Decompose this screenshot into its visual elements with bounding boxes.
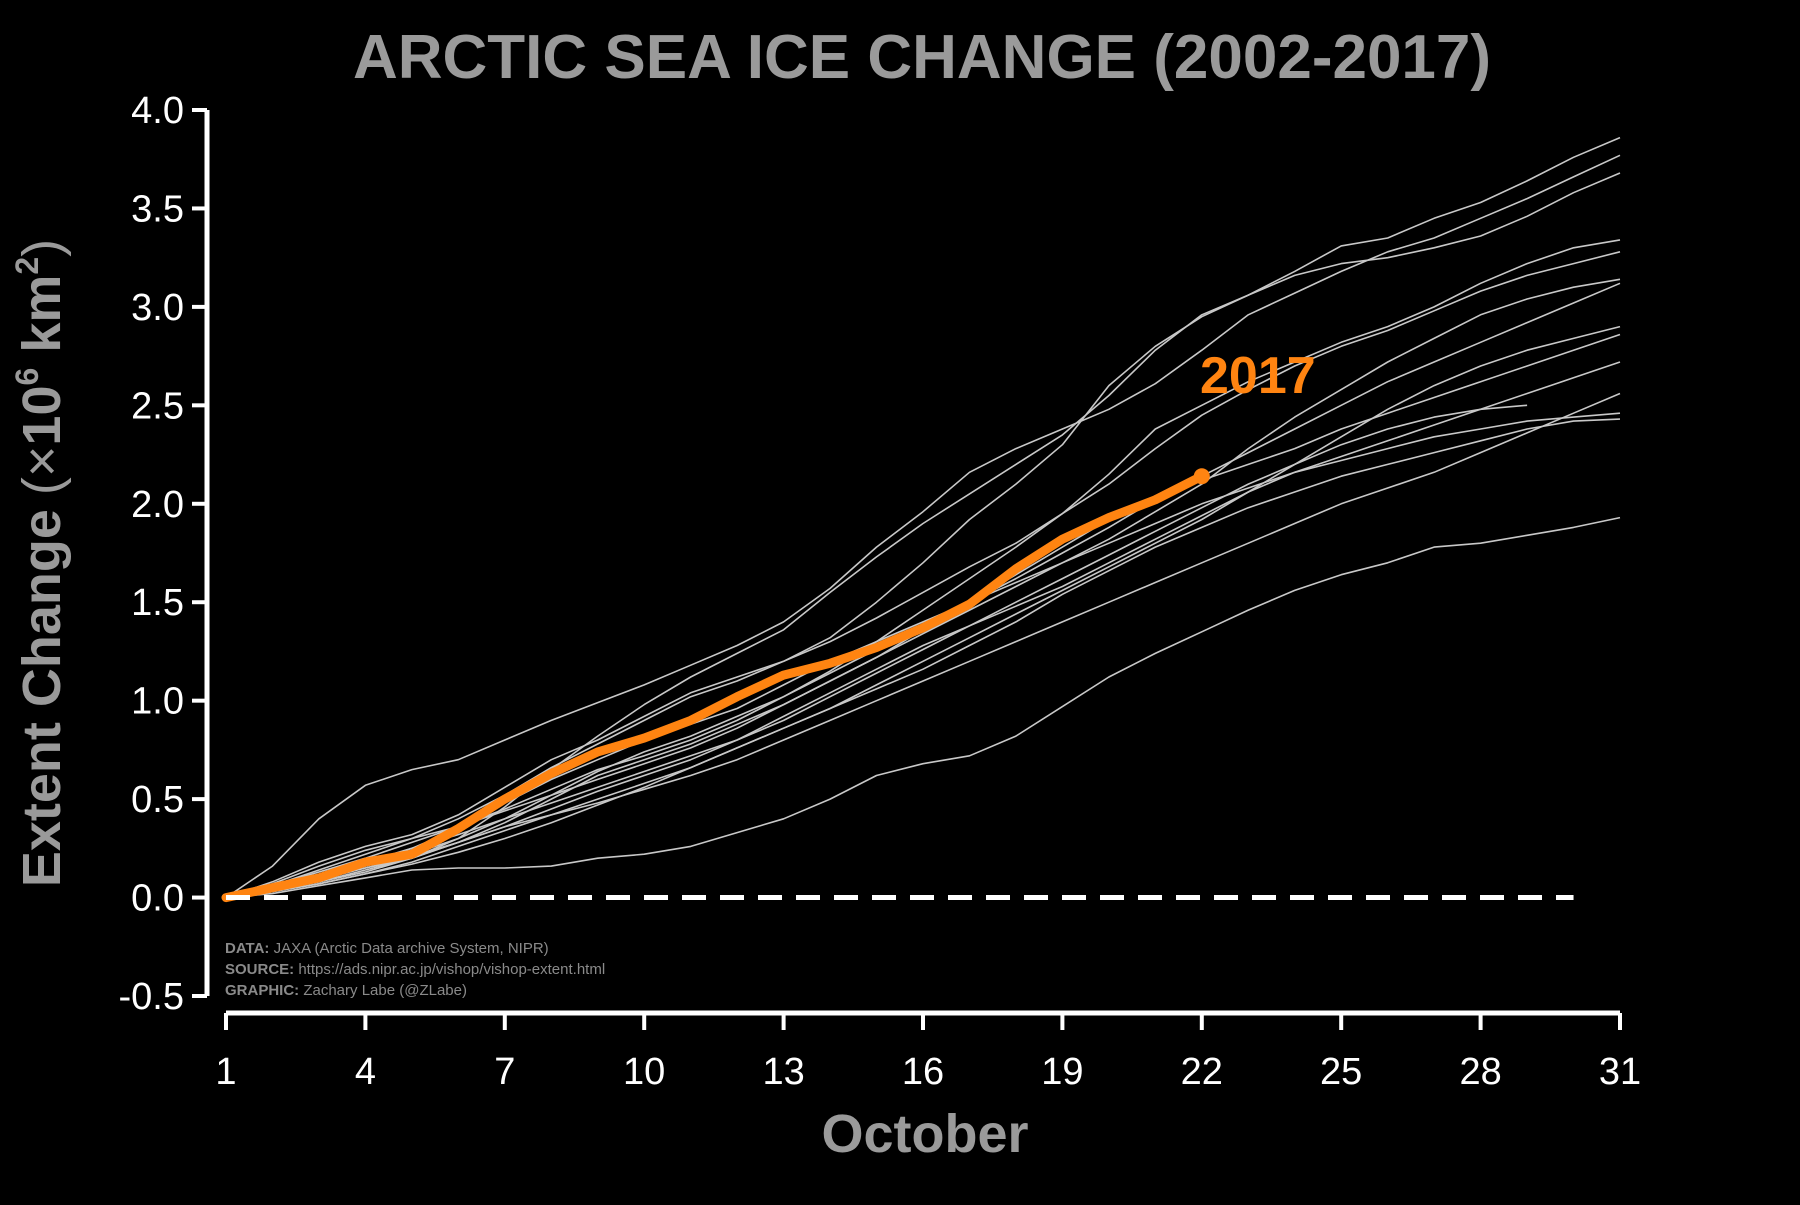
series-line-8 — [225, 325, 1621, 899]
x-tick-label: 4 — [355, 1051, 376, 1093]
credit-graphic-key: GRAPHIC: — [225, 982, 299, 999]
x-tick-label: 16 — [902, 1051, 944, 1093]
credit-source-key: SOURCE: — [225, 961, 294, 978]
credit-data: DATA: JAXA (Arctic Data archive System, … — [225, 940, 549, 957]
x-axis-title: October — [821, 1104, 1028, 1164]
y-tick-label: 2.5 — [131, 385, 184, 427]
y-tick-label: 4.0 — [131, 90, 184, 132]
x-tick-label: 22 — [1181, 1051, 1223, 1093]
y-tick-label: 2.0 — [131, 484, 184, 526]
y-axis-title-base: 10 — [12, 385, 72, 445]
series-line-14 — [225, 392, 1621, 899]
credits: DATA: JAXA (Arctic Data archive System, … — [225, 940, 605, 999]
y-tick-label: 1.0 — [131, 681, 184, 723]
y-tick-label: -0.5 — [119, 976, 184, 1018]
credit-source: SOURCE: https://ads.nipr.ac.jp/vishop/vi… — [225, 961, 605, 978]
x-tick-label: 31 — [1599, 1051, 1641, 1093]
series-line-15 — [225, 516, 1621, 899]
y-axis-title-open: ( — [12, 477, 72, 495]
chart-title: ARCTIC SEA ICE CHANGE (2002-2017) — [353, 23, 1491, 92]
x-tick-label: 19 — [1041, 1051, 1083, 1093]
y-tick-label: 0.5 — [131, 779, 184, 821]
ticks-group: -0.5 0.0 0.5 1.0 1.5 2.0 2.5 3.0 3.5 4.0 1 4 7 10 13 16… — [119, 90, 1642, 1093]
y-tick-label: 3.5 — [131, 188, 184, 230]
x-tick-label: 7 — [494, 1051, 515, 1093]
credit-graphic: GRAPHIC: Zachary Labe (@ZLabe) — [225, 982, 467, 999]
highlight-series-label: 2017 — [1200, 347, 1316, 405]
series-line-13 — [225, 418, 1621, 899]
y-axis-title-unit: km — [12, 275, 72, 368]
highlight-group — [221, 468, 1210, 903]
series-line-4 — [225, 239, 1621, 899]
x-tick-label: 10 — [623, 1051, 665, 1093]
highlight-series-line — [221, 471, 1207, 903]
y-tick-label: 0.0 — [131, 878, 184, 920]
credit-data-value: JAXA (Arctic Data archive System, NIPR) — [269, 940, 548, 957]
credit-graphic-value: Zachary Labe (@ZLabe) — [299, 982, 467, 999]
y-axis-title-close: ) — [12, 239, 72, 257]
y-axis-title-unit-exp: 2 — [9, 257, 45, 275]
y-axis-title-exp: 6 — [9, 368, 45, 386]
y-axis-title-prefix: Extent Change — [12, 509, 72, 887]
y-tick-label: 3.0 — [131, 287, 184, 329]
y-tick-label: 1.5 — [131, 582, 184, 624]
series-line-3 — [225, 172, 1621, 899]
highlight-series-end-marker — [1193, 468, 1210, 485]
x-tick-label: 13 — [762, 1051, 804, 1093]
y-axis-title: Extent Change (×106 km2) — [9, 239, 72, 887]
x-tick-label: 25 — [1320, 1051, 1362, 1093]
credit-data-key: DATA: — [225, 940, 269, 957]
series-line-1 — [225, 154, 1621, 899]
x-tick-label: 1 — [215, 1051, 236, 1093]
y-axis-title-times: × — [12, 446, 72, 478]
credit-source-value: https://ads.nipr.ac.jp/vishop/vishop-ext… — [294, 961, 605, 978]
x-tick-label: 28 — [1459, 1051, 1501, 1093]
